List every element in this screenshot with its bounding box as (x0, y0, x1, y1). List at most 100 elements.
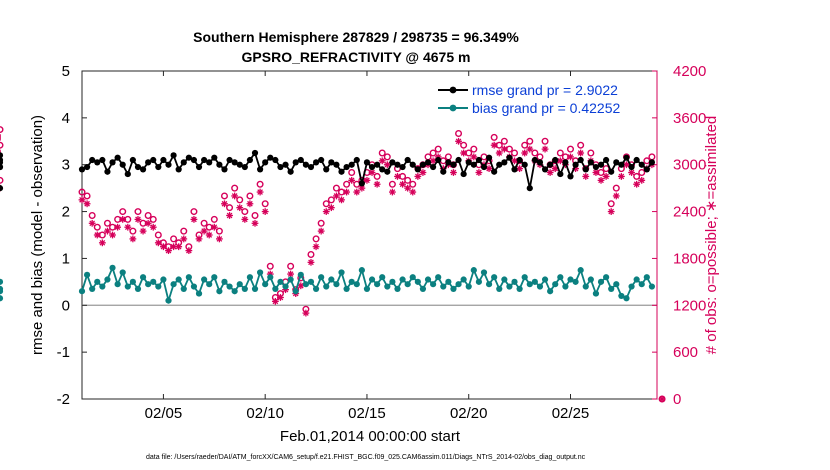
rmse-point (470, 161, 477, 168)
obs-possible-point (241, 208, 249, 216)
obs-assimilated-point (567, 153, 574, 161)
rmse-point (114, 154, 121, 161)
bias-point (643, 274, 650, 281)
obs-possible-point (266, 262, 274, 270)
obs-assimilated-point (88, 219, 96, 227)
bias-point (368, 276, 376, 283)
bias-point (180, 285, 187, 292)
bias-point (394, 285, 401, 292)
y-tick-label: -1 (57, 344, 70, 361)
bias-point (292, 288, 299, 295)
y2-tick-label: 3600 (673, 110, 706, 127)
rmse-point (562, 159, 569, 166)
obs-assimilated-point (221, 200, 228, 208)
left-y-axis: -2 -1 0 1 2 3 4 5 (57, 63, 87, 408)
bias-point (496, 285, 503, 292)
obs-assimilated-point (231, 192, 239, 200)
obs-assimilated-point (165, 247, 172, 255)
bias-point (501, 276, 508, 283)
x-axis-label: Feb.01,2014 00:00:00 start (280, 428, 461, 445)
rmse-point (531, 156, 538, 164)
legend-rmse-marker (449, 86, 457, 94)
bias-point (557, 274, 564, 281)
bias-point (282, 283, 289, 290)
obs-assimilated-point (353, 188, 361, 196)
bias-point (272, 285, 279, 292)
obs-possible-point (103, 219, 111, 227)
obs-assimilated-point (414, 173, 422, 180)
bias-point (307, 278, 315, 285)
obs-possible-point (429, 149, 437, 157)
rmse-point (155, 163, 162, 171)
y2-axis-label: # of obs: o=possible; ∗=assimilated (703, 116, 720, 355)
bias-point (485, 281, 493, 288)
obs-assimilated-point (241, 215, 249, 223)
obs-assimilated-point (200, 227, 208, 235)
bias-point (89, 285, 96, 292)
bias-point (389, 278, 396, 285)
obs-assimilated-point (526, 145, 534, 153)
y2-tick-label: 1800 (673, 250, 706, 267)
bias-point (384, 283, 391, 290)
obs-assimilated-point (236, 204, 244, 212)
bias-point (587, 276, 594, 283)
rmse-point (501, 159, 508, 166)
obs-assimilated-point (226, 212, 233, 219)
obs-assimilated-point (577, 149, 585, 157)
legend-bias-label: bias grand pr = 0.42252 (472, 100, 620, 116)
x-tick-label: 02/05 (145, 405, 183, 422)
rmse-point (567, 173, 574, 180)
bias-point (119, 269, 126, 276)
rmse-point (0, 163, 4, 171)
rmse-point (419, 161, 427, 168)
rmse-point (353, 156, 360, 164)
rmse-point (312, 159, 320, 166)
bias-point (358, 267, 365, 274)
obs-assimilated-point (307, 258, 315, 266)
obs-possible-point (587, 149, 595, 157)
bias-point (256, 269, 264, 276)
rmse-point (236, 161, 243, 168)
obs-possible-point (215, 227, 223, 235)
rmse-point (389, 159, 396, 166)
bias-point (134, 285, 142, 292)
bias-point (195, 290, 203, 297)
rmse-point (0, 185, 4, 192)
bias-point (440, 283, 447, 290)
bias-point (170, 281, 177, 288)
bias-point (124, 283, 131, 290)
rmse-point (460, 170, 467, 178)
rmse-point (409, 161, 416, 168)
obs-possible-point (0, 176, 4, 184)
bias-point (109, 264, 116, 271)
obs-assimilated-point (470, 153, 478, 161)
obs-possible-point (388, 180, 396, 188)
obs-possible-point (220, 192, 228, 200)
bias-point (541, 276, 549, 283)
bias-point (521, 274, 528, 281)
rmse-point (94, 159, 101, 166)
obs-assimilated-point (633, 180, 641, 188)
bias-point (175, 276, 182, 283)
rmse-point (414, 166, 421, 173)
rmse-point (0, 152, 4, 159)
obs-assimilated-point (623, 161, 630, 169)
obs-assimilated-point (333, 192, 340, 200)
bias-point (318, 274, 325, 281)
obs-assimilated-point (98, 239, 106, 247)
obs-possible-point (383, 153, 391, 161)
rmse-point (226, 156, 233, 164)
rmse-point (511, 166, 518, 173)
bias-point (312, 285, 320, 292)
obs-assimilated-point (271, 297, 279, 305)
rmse-point (231, 159, 238, 166)
obs-assimilated-end-point (658, 395, 666, 403)
obs-assimilated-point (261, 208, 269, 215)
obs-possible-point (0, 141, 4, 149)
rmse-point (89, 156, 96, 164)
obs-possible-point (434, 145, 442, 153)
rmse-point (262, 159, 269, 166)
obs-assimilated-point (419, 169, 427, 176)
bias-point (150, 278, 157, 285)
obs-possible-point (200, 219, 208, 227)
